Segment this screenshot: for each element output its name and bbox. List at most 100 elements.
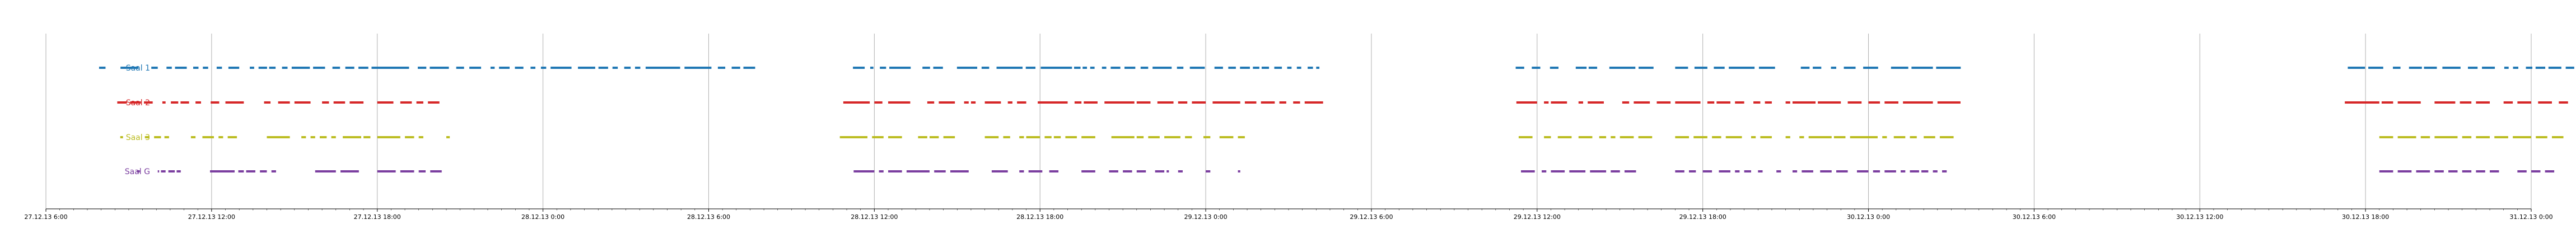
session-segment: [2424, 67, 2437, 69]
session-segment: [1694, 67, 1707, 69]
session-segment: [271, 170, 276, 172]
session-segment: [1316, 67, 1320, 69]
session-segment: [1753, 101, 1761, 104]
session-segment: [1675, 136, 1690, 138]
session-segment: [171, 101, 179, 104]
session-segment: [168, 170, 175, 172]
x-tick-labels: 27.12.13 6:00 27.12.13 12:00 27.12.13 18:0…: [24, 209, 2553, 221]
session-segment: [2397, 170, 2412, 172]
session-segment: [874, 101, 883, 104]
session-segment: [358, 67, 368, 69]
session-segment: [1689, 170, 1696, 172]
session-segment: [1244, 101, 1257, 104]
session-segment: [377, 136, 400, 138]
session-segment: [176, 170, 181, 172]
session-segment: [888, 170, 902, 172]
session-segment: [970, 101, 976, 104]
session-segment: [1634, 101, 1650, 104]
session-segment: [2504, 67, 2509, 69]
session-segment: [1026, 136, 1040, 138]
session-segment: [340, 170, 359, 172]
session-segment: [430, 67, 449, 69]
session-segment: [1038, 101, 1068, 104]
x-tick-label: 29.12.13 12:00: [1514, 213, 1561, 221]
session-segment: [456, 67, 464, 69]
session-segment: [1028, 170, 1043, 172]
session-segment: [1903, 101, 1933, 104]
session-segment: [1293, 101, 1300, 104]
session-segment: [164, 136, 169, 138]
session-segment: [1712, 136, 1721, 138]
session-segment: [853, 170, 875, 172]
x-tick-label: 30.12.13 6:00: [2013, 213, 2056, 221]
session-segment: [889, 67, 911, 69]
session-segment: [2420, 136, 2430, 138]
session-segment: [950, 170, 969, 172]
session-segment: [1104, 101, 1135, 104]
session-segment: [612, 67, 618, 69]
session-segment: [1785, 101, 1790, 104]
session-segment: [1939, 136, 1954, 138]
session-segment: [2535, 67, 2546, 69]
session-segment: [1893, 136, 1906, 138]
session-segment: [1725, 136, 1742, 138]
session-segment: [1675, 67, 1688, 69]
session-segment: [218, 136, 223, 138]
session-segment: [469, 67, 482, 69]
session-segment: [264, 101, 271, 104]
session-segment: [1744, 170, 1751, 172]
session-segment: [1702, 170, 1712, 172]
session-segment: [1090, 67, 1095, 69]
x-tick-label: 27.12.13 6:00: [24, 213, 67, 221]
session-segment: [1178, 170, 1183, 172]
session-segment: [190, 136, 196, 138]
x-tick-label: 27.12.13 12:00: [188, 213, 235, 221]
session-segment: [550, 67, 572, 69]
x-tick-label: 27.12.13 18:00: [354, 213, 401, 221]
session-segment: [1228, 67, 1236, 69]
session-segment: [1279, 101, 1286, 104]
session-segment: [1164, 136, 1180, 138]
session-segment: [1155, 170, 1165, 172]
session-segment: [927, 101, 935, 104]
session-segment: [1203, 136, 1211, 138]
session-segment: [349, 101, 364, 104]
session-segment: [1212, 101, 1240, 104]
session-segment: [1049, 170, 1059, 172]
session-segment: [499, 67, 510, 69]
session-segment: [1081, 136, 1095, 138]
session-segment: [333, 101, 346, 104]
session-segment: [1157, 101, 1174, 104]
session-segment: [2348, 67, 2365, 69]
session-segment: [2379, 136, 2393, 138]
session-segment: [1253, 67, 1259, 69]
session-segment: [1921, 170, 1929, 172]
session-segment: [1102, 67, 1107, 69]
session-segment: [1836, 170, 1848, 172]
session-segment: [320, 136, 327, 138]
session-segment: [1936, 67, 1961, 69]
session-segment: [162, 101, 166, 104]
session-segment: [530, 67, 536, 69]
session-segment: [981, 67, 990, 69]
session-segment: [1910, 136, 1917, 138]
session-segment: [2476, 136, 2490, 138]
session-segment: [839, 136, 868, 138]
session-segment: [180, 101, 189, 104]
session-segment: [2434, 170, 2444, 172]
session-segment: [2490, 170, 2499, 172]
session-segment: [238, 170, 244, 172]
session-segment: [1007, 101, 1012, 104]
session-segment: [269, 67, 276, 69]
session-segment: [1214, 67, 1223, 69]
session-segment: [1240, 67, 1250, 69]
session-segment: [377, 170, 396, 172]
session-segment: [1620, 136, 1634, 138]
series-saal-2: [117, 101, 2568, 104]
session-segment: [1192, 101, 1206, 104]
session-segment: [2434, 136, 2458, 138]
x-tick-label: 30.12.13 12:00: [2176, 213, 2223, 221]
session-segment: [956, 67, 978, 69]
session-segment: [166, 67, 172, 69]
session-segment: [1758, 67, 1775, 69]
